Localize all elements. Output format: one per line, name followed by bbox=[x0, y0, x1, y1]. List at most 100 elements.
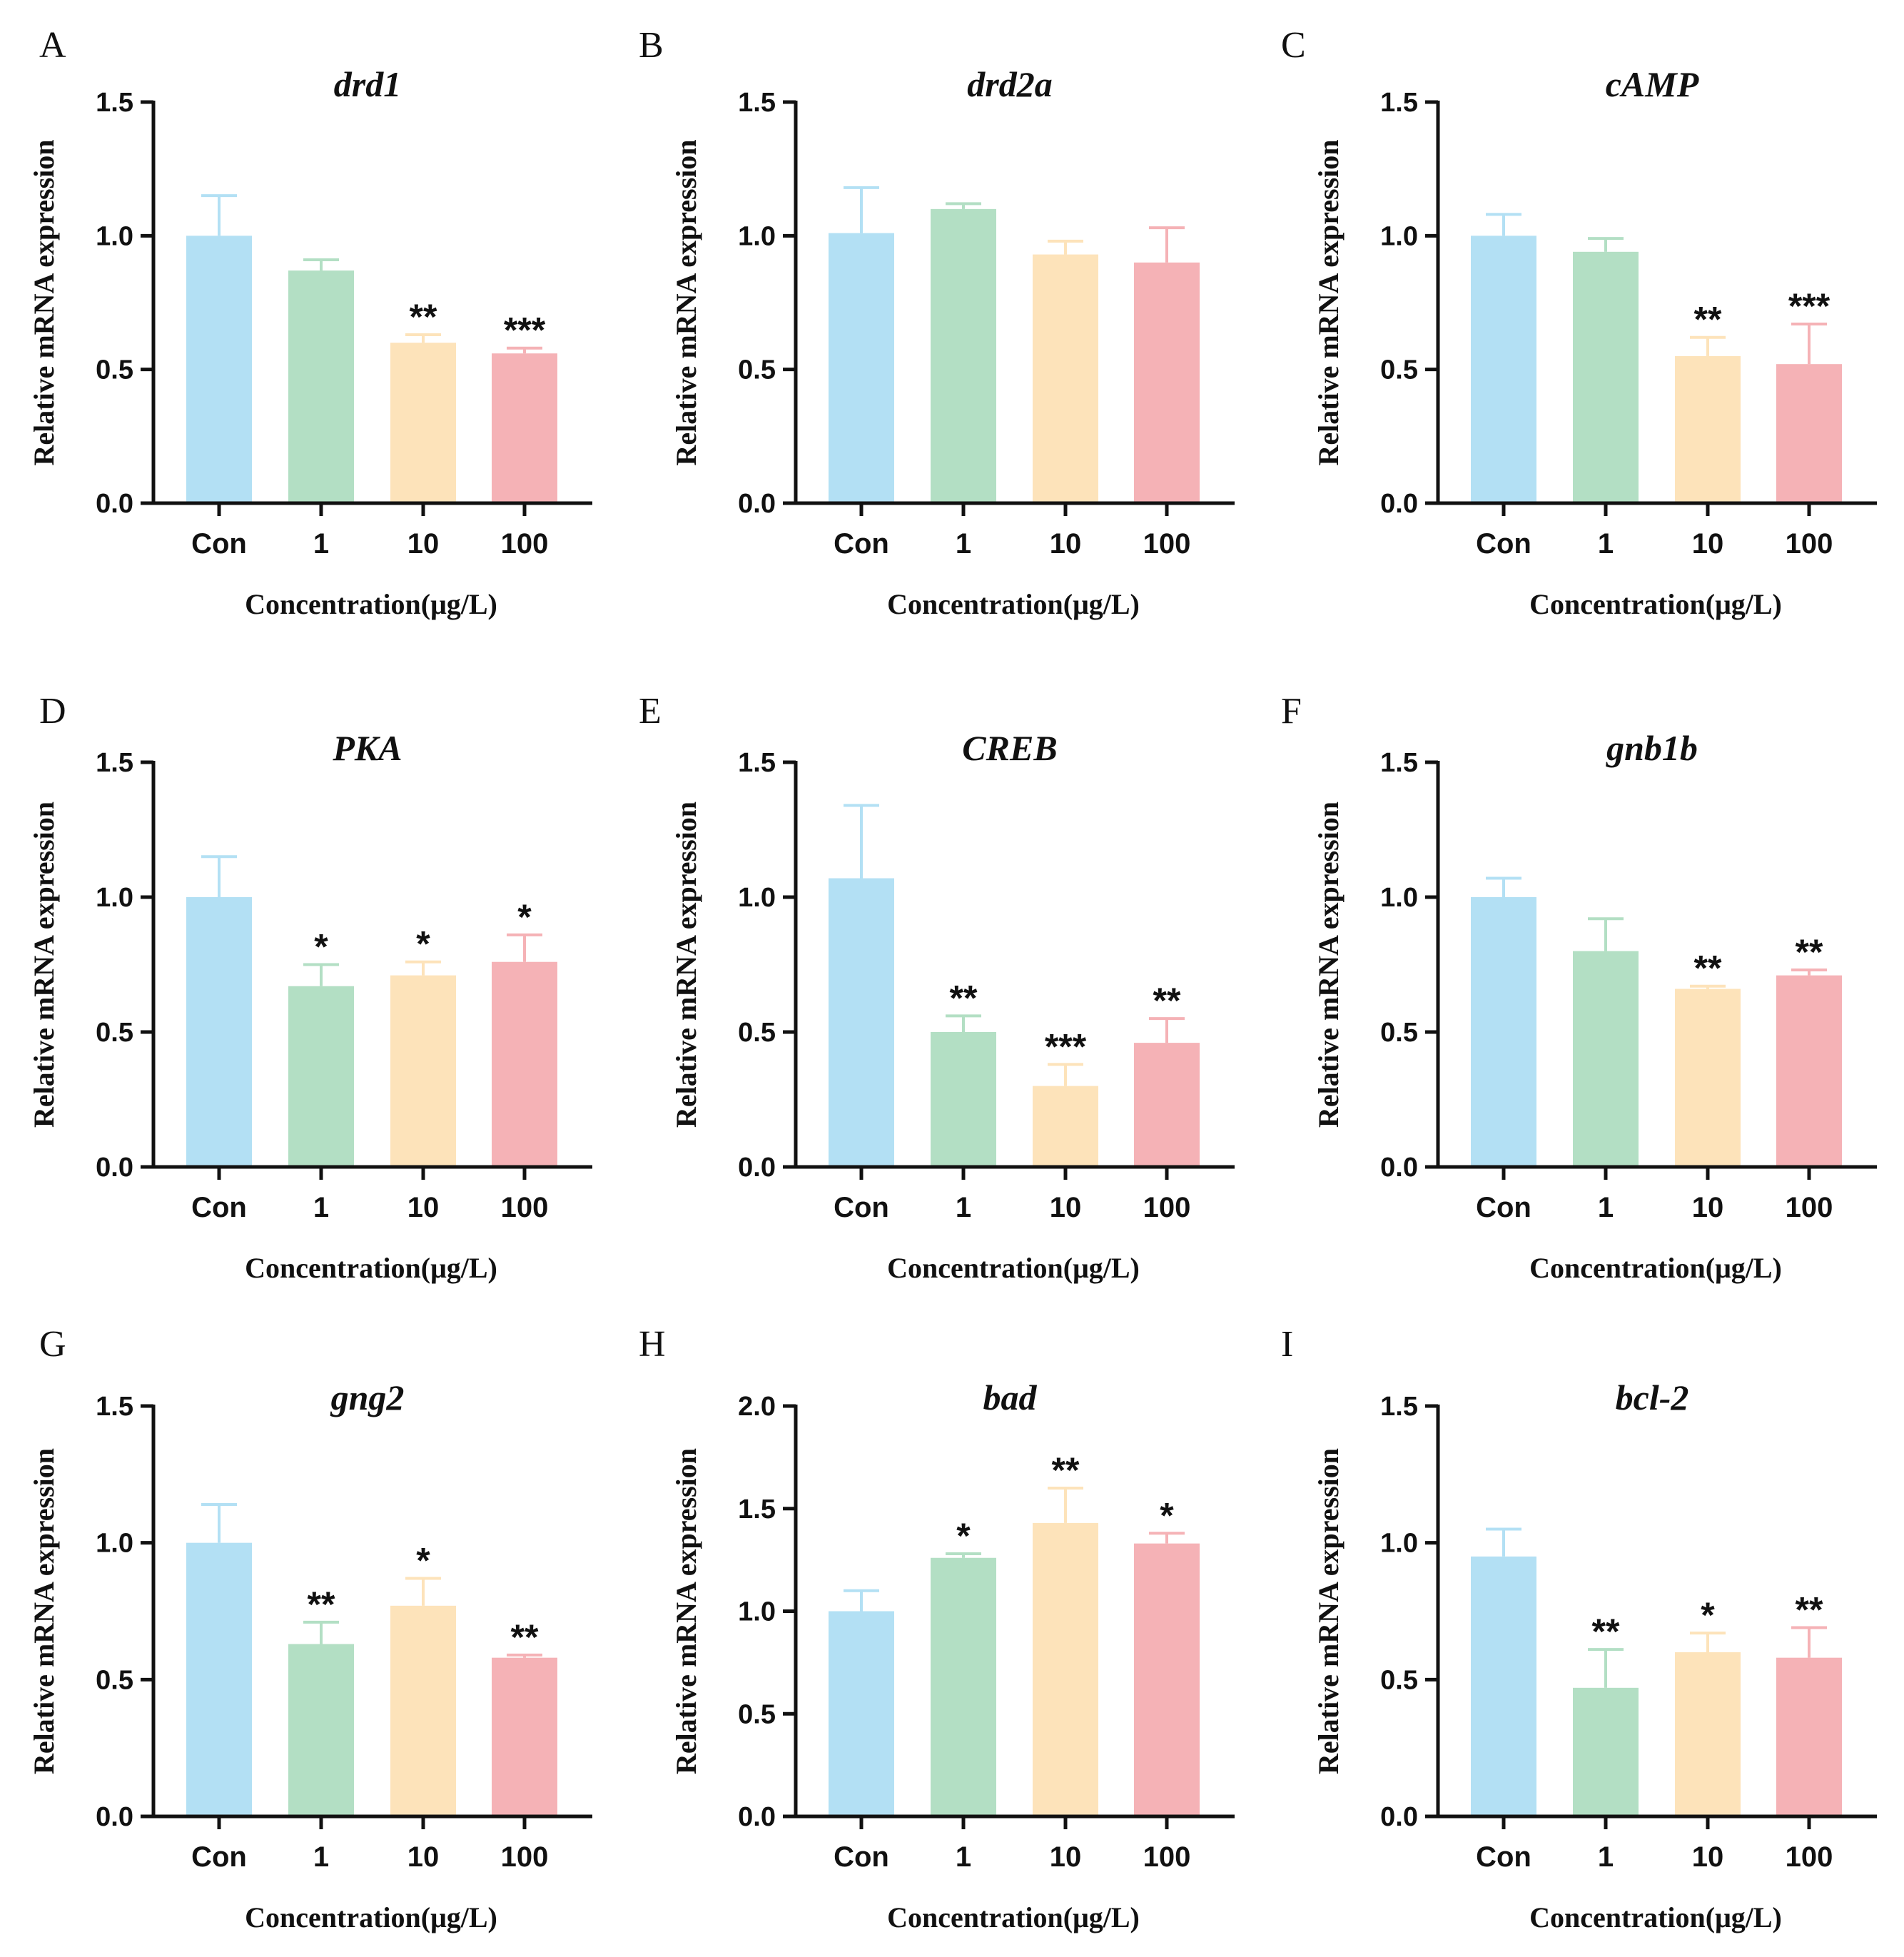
y-tick-label: 0.5 bbox=[738, 1699, 776, 1729]
y-tick-label: 1.5 bbox=[1380, 1392, 1418, 1422]
bar-100 bbox=[1134, 262, 1200, 503]
chart-title: cAMP bbox=[1606, 64, 1699, 104]
x-tick-label: 100 bbox=[1143, 1192, 1191, 1223]
bar-100 bbox=[1134, 1543, 1200, 1816]
y-tick-label: 0.5 bbox=[96, 355, 133, 385]
bar-10 bbox=[390, 975, 456, 1167]
chart-title: bad bbox=[983, 1377, 1038, 1417]
significance-marker: ** bbox=[1592, 1612, 1620, 1652]
bar-1 bbox=[1573, 951, 1639, 1167]
panel-letter: C bbox=[1281, 25, 1306, 66]
significance-marker: * bbox=[1160, 1495, 1174, 1535]
y-tick-label: 0.0 bbox=[1380, 489, 1418, 519]
y-tick-label: 1.5 bbox=[96, 1392, 133, 1422]
bar-1 bbox=[288, 1644, 354, 1816]
panel-letter: G bbox=[39, 1324, 66, 1365]
bar-100 bbox=[1776, 364, 1842, 503]
panel-letter: D bbox=[39, 691, 66, 732]
y-axis-label: Relative mRNA expression bbox=[670, 140, 702, 466]
x-tick-label: 10 bbox=[1692, 1841, 1724, 1873]
bar-10 bbox=[1033, 254, 1098, 503]
x-tick-label: 100 bbox=[501, 1192, 549, 1223]
x-tick-label: 10 bbox=[1050, 1841, 1082, 1873]
bar-10 bbox=[1033, 1086, 1098, 1167]
x-tick-label: 10 bbox=[407, 1192, 440, 1223]
x-axis-label: Concentration(μg/L) bbox=[245, 588, 497, 620]
y-tick-label: 1.5 bbox=[96, 88, 133, 118]
x-tick-label: Con bbox=[1476, 1192, 1531, 1223]
chart-title: gng2 bbox=[330, 1377, 405, 1417]
y-tick-label: 1.0 bbox=[1380, 883, 1418, 913]
significance-marker: * bbox=[956, 1516, 971, 1556]
x-tick-label: 100 bbox=[1143, 528, 1191, 560]
x-tick-label: 100 bbox=[1786, 1192, 1833, 1223]
x-axis-label: Concentration(μg/L) bbox=[887, 1252, 1140, 1284]
bar-Con bbox=[186, 1542, 252, 1816]
y-tick-label: 0.5 bbox=[1380, 355, 1418, 385]
y-tick-label: 2.0 bbox=[738, 1392, 776, 1422]
bar-Con bbox=[1471, 1556, 1536, 1816]
bar-100 bbox=[492, 353, 557, 503]
significance-marker: *** bbox=[1045, 1026, 1087, 1066]
y-tick-label: 1.0 bbox=[738, 221, 776, 251]
x-tick-label: 10 bbox=[1692, 1192, 1724, 1223]
chart-title: PKA bbox=[332, 728, 402, 768]
x-tick-label: 10 bbox=[1050, 1192, 1082, 1223]
chart-title: gnb1b bbox=[1606, 728, 1698, 768]
x-axis-label: Concentration(μg/L) bbox=[887, 1901, 1140, 1933]
x-tick-label: Con bbox=[1476, 1841, 1531, 1873]
x-axis-label: Concentration(μg/L) bbox=[1529, 1252, 1782, 1284]
bar-10 bbox=[390, 343, 456, 503]
bar-100 bbox=[492, 961, 557, 1167]
x-tick-label: 100 bbox=[1786, 528, 1833, 560]
y-axis-label: Relative mRNA expression bbox=[670, 1448, 702, 1774]
y-axis-label: Relative mRNA expression bbox=[1312, 801, 1345, 1128]
significance-marker: * bbox=[416, 924, 430, 964]
x-tick-label: 1 bbox=[956, 1192, 971, 1223]
y-axis-label: Relative mRNA expression bbox=[1312, 140, 1345, 466]
x-tick-label: 100 bbox=[501, 1841, 549, 1873]
significance-marker: ** bbox=[511, 1617, 539, 1657]
y-tick-label: 1.5 bbox=[738, 1495, 776, 1524]
chart-title: drd2a bbox=[967, 64, 1052, 104]
significance-marker: ** bbox=[1796, 1590, 1823, 1630]
x-axis-label: Concentration(μg/L) bbox=[245, 1252, 497, 1284]
bar-10 bbox=[1033, 1522, 1098, 1816]
y-tick-label: 0.0 bbox=[738, 1153, 776, 1183]
y-tick-label: 0.5 bbox=[1380, 1018, 1418, 1048]
significance-marker: * bbox=[517, 897, 532, 937]
x-tick-label: 100 bbox=[1143, 1841, 1191, 1873]
y-axis-label: Relative mRNA expression bbox=[28, 140, 60, 466]
x-tick-label: 1 bbox=[956, 1841, 971, 1873]
y-tick-label: 0.0 bbox=[738, 489, 776, 519]
y-tick-label: 0.0 bbox=[1380, 1802, 1418, 1832]
panel-letter: H bbox=[639, 1324, 666, 1365]
bar-100 bbox=[1134, 1043, 1200, 1167]
y-tick-label: 1.0 bbox=[1380, 221, 1418, 251]
significance-marker: ** bbox=[308, 1584, 335, 1624]
panel-letter: I bbox=[1281, 1324, 1293, 1365]
x-tick-label: 1 bbox=[313, 1192, 329, 1223]
bar-Con bbox=[186, 236, 252, 503]
significance-marker: * bbox=[416, 1541, 430, 1581]
bar-100 bbox=[492, 1657, 557, 1816]
bar-Con bbox=[829, 1611, 894, 1816]
bar-1 bbox=[1573, 1687, 1639, 1816]
significance-marker: * bbox=[1701, 1595, 1715, 1635]
x-tick-label: 10 bbox=[1692, 528, 1724, 560]
x-tick-label: 100 bbox=[501, 528, 549, 560]
bar-10 bbox=[1675, 988, 1741, 1167]
x-tick-label: 100 bbox=[1786, 1841, 1833, 1873]
y-tick-label: 1.0 bbox=[96, 1529, 133, 1559]
bar-Con bbox=[1471, 236, 1536, 503]
y-tick-label: 1.0 bbox=[96, 221, 133, 251]
x-tick-label: 10 bbox=[407, 528, 440, 560]
significance-marker: ** bbox=[410, 297, 437, 337]
bar-Con bbox=[1471, 897, 1536, 1167]
